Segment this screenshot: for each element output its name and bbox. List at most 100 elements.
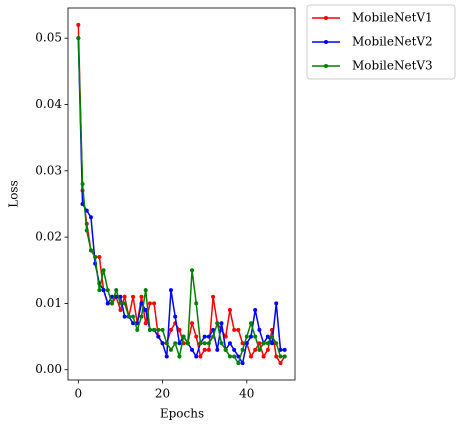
legend-label: MobileNetV3 — [352, 59, 433, 73]
data-point — [248, 321, 253, 326]
data-point — [219, 341, 224, 346]
data-point — [185, 341, 190, 346]
x-axis-label: Epochs — [160, 407, 204, 421]
y-tick-label: 0.02 — [35, 230, 62, 244]
data-point — [160, 341, 165, 346]
data-point — [211, 334, 216, 339]
data-point — [131, 321, 136, 326]
data-point — [147, 301, 152, 306]
data-point — [131, 314, 136, 319]
data-point — [118, 308, 123, 313]
data-point — [152, 327, 157, 332]
data-point — [88, 215, 93, 220]
data-point — [110, 301, 115, 306]
data-point — [253, 334, 258, 339]
data-point — [244, 334, 249, 339]
data-point — [80, 182, 85, 187]
data-point — [139, 314, 144, 319]
legend-marker — [324, 64, 328, 68]
data-point — [202, 347, 207, 352]
data-point — [147, 327, 152, 332]
data-point — [168, 347, 173, 352]
x-tick-label: 0 — [74, 387, 82, 401]
data-point — [211, 327, 216, 332]
data-point — [206, 341, 211, 346]
data-point — [278, 347, 283, 352]
data-point — [274, 341, 279, 346]
data-point — [211, 294, 216, 299]
data-point — [122, 314, 127, 319]
legend-marker — [324, 16, 328, 20]
data-point — [118, 294, 123, 299]
data-point — [206, 347, 211, 352]
data-point — [76, 36, 81, 41]
data-point — [177, 341, 182, 346]
data-point — [126, 314, 131, 319]
data-point — [257, 327, 262, 332]
data-point — [261, 341, 266, 346]
data-point — [135, 321, 140, 326]
data-point — [265, 334, 270, 339]
data-point — [143, 321, 148, 326]
series-line — [77, 38, 285, 366]
data-point — [135, 327, 140, 332]
data-point — [160, 327, 165, 332]
data-point — [93, 254, 98, 259]
data-point — [114, 294, 119, 299]
data-point — [282, 347, 287, 352]
data-point — [190, 321, 195, 326]
data-point — [202, 341, 207, 346]
data-point — [101, 268, 106, 273]
data-point — [105, 301, 110, 306]
data-point — [257, 341, 262, 346]
data-point — [156, 334, 161, 339]
data-point — [223, 347, 228, 352]
y-tick-label: 0.05 — [35, 31, 62, 45]
data-point — [76, 22, 81, 27]
data-point — [278, 354, 283, 359]
data-point — [227, 354, 232, 359]
data-point — [206, 334, 211, 339]
data-point — [105, 288, 110, 293]
data-point — [265, 347, 270, 352]
data-point — [84, 228, 89, 233]
y-axis-label: Loss — [7, 180, 21, 208]
data-point — [110, 294, 115, 299]
data-point — [232, 354, 237, 359]
data-point — [88, 248, 93, 253]
data-point — [118, 301, 123, 306]
data-point — [177, 327, 182, 332]
data-point — [232, 347, 237, 352]
data-point — [219, 321, 224, 326]
data-point — [168, 327, 173, 332]
data-point — [261, 354, 266, 359]
data-point — [240, 347, 245, 352]
data-point — [248, 334, 253, 339]
series-line — [77, 38, 285, 365]
data-point — [236, 361, 241, 366]
data-point — [227, 308, 232, 313]
data-point — [97, 254, 102, 259]
legend-marker — [324, 40, 328, 44]
data-point — [194, 334, 199, 339]
data-point — [168, 288, 173, 293]
data-point — [253, 308, 258, 313]
data-point — [274, 354, 279, 359]
data-point — [122, 294, 127, 299]
data-point — [122, 301, 127, 306]
data-point — [173, 314, 178, 319]
data-point — [248, 354, 253, 359]
data-point — [156, 327, 161, 332]
legend-box — [306, 4, 456, 80]
data-point — [265, 341, 270, 346]
x-tick-label: 40 — [239, 387, 254, 401]
data-point — [244, 341, 249, 346]
data-point — [131, 294, 136, 299]
y-tick-label: 0.01 — [35, 296, 62, 310]
data-point — [164, 341, 169, 346]
data-point — [190, 268, 195, 273]
data-point — [223, 334, 228, 339]
data-point — [270, 341, 275, 346]
y-tick-label: 0.04 — [35, 97, 62, 111]
x-tick-label: 20 — [155, 387, 170, 401]
